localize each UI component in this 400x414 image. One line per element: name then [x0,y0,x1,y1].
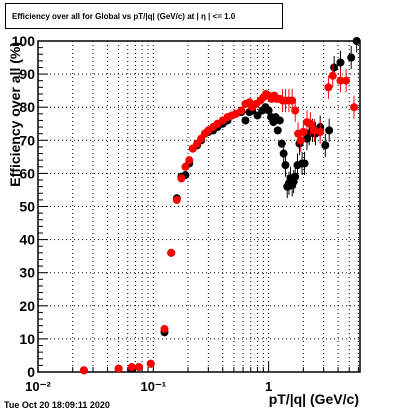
data-point [134,363,143,372]
data-point [347,53,356,62]
data-point [299,128,308,137]
data-series [79,37,361,375]
data-point [185,156,194,165]
data-point [273,126,282,135]
data-point [288,96,297,105]
data-point [330,63,339,72]
y-tick-label: 80 [19,99,35,115]
data-point [177,174,186,183]
data-point [306,119,315,128]
y-tick-label: 30 [19,265,35,281]
data-point [146,359,155,368]
series-red [79,64,359,375]
grid-lines [38,41,360,372]
data-point [316,128,325,137]
y-tick-label: 100 [12,33,36,49]
data-point [237,106,246,115]
data-point [328,71,337,80]
data-point [325,126,334,135]
data-point [281,161,290,170]
data-point [342,76,351,85]
y-tick-label: 90 [19,66,35,82]
data-point [160,324,169,333]
series-black [79,37,361,375]
data-point [264,106,273,115]
chart-title: Efficiency over all for Global vs pT/|q|… [5,3,283,29]
data-point [277,139,286,148]
data-point [336,58,345,67]
data-point [296,136,305,145]
y-tick-label: 0 [27,364,35,380]
data-point [336,76,345,85]
y-tick-labels: 0 10 20 30 40 50 60 70 80 90 100 [12,33,36,380]
axis-ticks [37,40,359,373]
data-point [300,159,309,168]
y-tick-label: 10 [19,331,35,347]
y-tick-label: 60 [19,165,35,181]
data-point [350,103,359,112]
y-tick-label: 50 [19,199,35,215]
data-point [253,111,262,120]
data-point [241,116,250,125]
data-point [352,37,361,45]
x-axis-label: pT/|q| (GeV/c) [269,391,359,407]
data-point [291,106,300,115]
timestamp: Tue Oct 20 18:09:11 2020 [4,400,110,410]
y-axis-label: Efficiency over all (%) [7,42,23,187]
x-tick-label: 10⁻¹ [140,379,166,394]
data-point [275,116,284,125]
data-point [324,83,333,92]
x-tick-label: 1 [265,379,272,394]
data-point [279,149,288,158]
y-tick-label: 20 [19,298,35,314]
data-point [181,162,190,171]
data-point [114,364,123,373]
data-point [172,195,181,204]
data-point [127,363,136,372]
y-tick-label: 70 [19,132,35,148]
data-point [321,141,330,150]
x-tick-labels: 10⁻² 10⁻¹ 1 [25,379,272,394]
x-tick-label: 10⁻² [25,379,51,394]
y-tick-label: 40 [19,232,35,248]
data-point [167,248,176,257]
data-point [79,366,88,375]
